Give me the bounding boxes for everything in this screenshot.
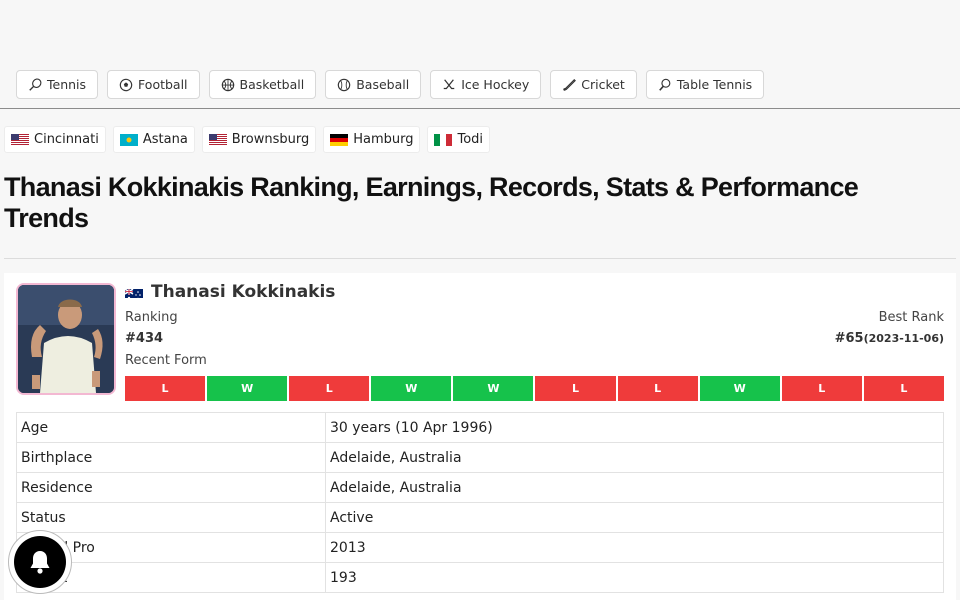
info-value: Active	[325, 502, 944, 533]
table-row: Height193	[16, 562, 944, 593]
notification-button[interactable]	[8, 530, 72, 594]
sport-tab-cricket[interactable]: Cricket	[550, 70, 637, 99]
player-name: Thanasi Kokkinakis	[151, 282, 336, 302]
tennis-racket-icon	[29, 77, 42, 91]
table-row: Status Active	[16, 502, 944, 533]
tournament-label: Brownsburg	[231, 132, 310, 147]
tournament-chip[interactable]: Hamburg	[323, 126, 421, 153]
form-result: L	[617, 376, 698, 401]
sport-tab-label: Table Tennis	[676, 77, 753, 92]
tournament-chip[interactable]: Cincinnati	[4, 126, 106, 153]
form-result: L	[863, 376, 944, 401]
info-value: 193	[325, 562, 944, 593]
recent-form-label: Recent Form	[125, 353, 207, 368]
sport-tab-label: Tennis	[47, 77, 87, 92]
best-rank-label: Best Rank	[878, 310, 944, 325]
sport-tab-ice-hockey[interactable]: Ice Hockey	[430, 70, 542, 99]
form-result: W	[699, 376, 780, 401]
ranking-label: Ranking	[125, 310, 178, 325]
kazakhstan-flag-icon	[119, 133, 138, 146]
tournament-label: Astana	[142, 132, 188, 147]
form-result: L	[125, 376, 206, 401]
best-rank-date: (2023-11-06)	[863, 332, 944, 345]
player-header: Thanasi Kokkinakis	[125, 282, 335, 302]
sport-tab-table-tennis[interactable]: Table Tennis	[645, 70, 765, 99]
info-key: Status	[16, 502, 326, 533]
form-result: W	[207, 376, 288, 401]
sport-tab-tennis[interactable]: Tennis	[16, 70, 99, 99]
header-divider	[0, 108, 960, 109]
sport-tab-basketball[interactable]: Basketball	[208, 70, 317, 99]
best-rank-number: #65	[834, 331, 864, 346]
italy-flag-icon	[434, 133, 453, 146]
bell-icon	[30, 551, 50, 574]
player-card: Thanasi Kokkinakis Ranking #434 Best Ran…	[4, 273, 956, 600]
player-info-table: Age 30 years (10 Apr 1996) Birthplace Adel…	[16, 412, 944, 593]
notification-button-inner	[14, 536, 66, 588]
tournament-chip[interactable]: Todi	[427, 126, 491, 153]
table-tennis-paddle-icon	[659, 78, 671, 91]
form-result: L	[289, 376, 370, 401]
recent-form-bar: L W L W W L L W L L	[125, 376, 944, 401]
sport-tab-football[interactable]: Football	[107, 70, 200, 99]
sport-tab-label: Basketball	[239, 77, 305, 92]
sport-tab-baseball[interactable]: Baseball	[325, 70, 422, 99]
info-key: Birthplace	[16, 442, 326, 473]
form-result: L	[535, 376, 616, 401]
info-value: Adelaide, Australia	[325, 442, 944, 473]
info-key: Age	[16, 412, 326, 443]
best-rank-value: #65(2023-11-06)	[835, 331, 944, 346]
table-row: Age 30 years (10 Apr 1996)	[16, 412, 944, 443]
player-photo	[16, 283, 116, 395]
us-flag-icon	[11, 133, 29, 146]
sports-nav: Tennis Football Basketball Baseball Ice …	[16, 70, 765, 99]
sport-tab-label: Football	[138, 77, 188, 92]
us-flag-icon	[208, 133, 227, 146]
cricket-bat-icon	[563, 78, 577, 91]
tournament-chip[interactable]: Brownsburg	[201, 126, 317, 153]
tournament-list: Cincinnati Astana Brownsburg Hamburg Tod…	[4, 126, 491, 153]
info-value: Adelaide, Australia	[325, 472, 944, 503]
info-key: Residence	[16, 472, 326, 503]
page-title: Thanasi Kokkinakis Ranking, Earnings, Re…	[4, 172, 859, 233]
sport-tab-label: Ice Hockey	[461, 77, 530, 92]
tournament-label: Cincinnati	[34, 132, 99, 147]
form-result: W	[453, 376, 534, 401]
form-result: L	[781, 376, 862, 401]
table-row: Residence Adelaide, Australia	[16, 472, 944, 503]
baseball-icon	[337, 78, 351, 91]
info-value: 30 years (10 Apr 1996)	[325, 412, 944, 443]
info-value: 2013	[325, 532, 944, 563]
australia-flag-icon	[125, 286, 143, 298]
table-row: Birthplace Adelaide, Australia	[16, 442, 944, 473]
ranking-value: #434	[125, 331, 164, 346]
hockey-sticks-icon	[443, 78, 455, 89]
tournament-chip[interactable]: Astana	[112, 126, 195, 153]
sport-tab-label: Cricket	[581, 77, 625, 92]
form-result: W	[371, 376, 452, 401]
football-icon	[119, 78, 133, 91]
tournament-label: Todi	[457, 132, 484, 147]
basketball-icon	[221, 78, 234, 91]
tournament-label: Hamburg	[353, 132, 414, 147]
title-divider	[4, 258, 956, 259]
germany-flag-icon	[330, 133, 349, 146]
sport-tab-label: Baseball	[356, 77, 410, 92]
